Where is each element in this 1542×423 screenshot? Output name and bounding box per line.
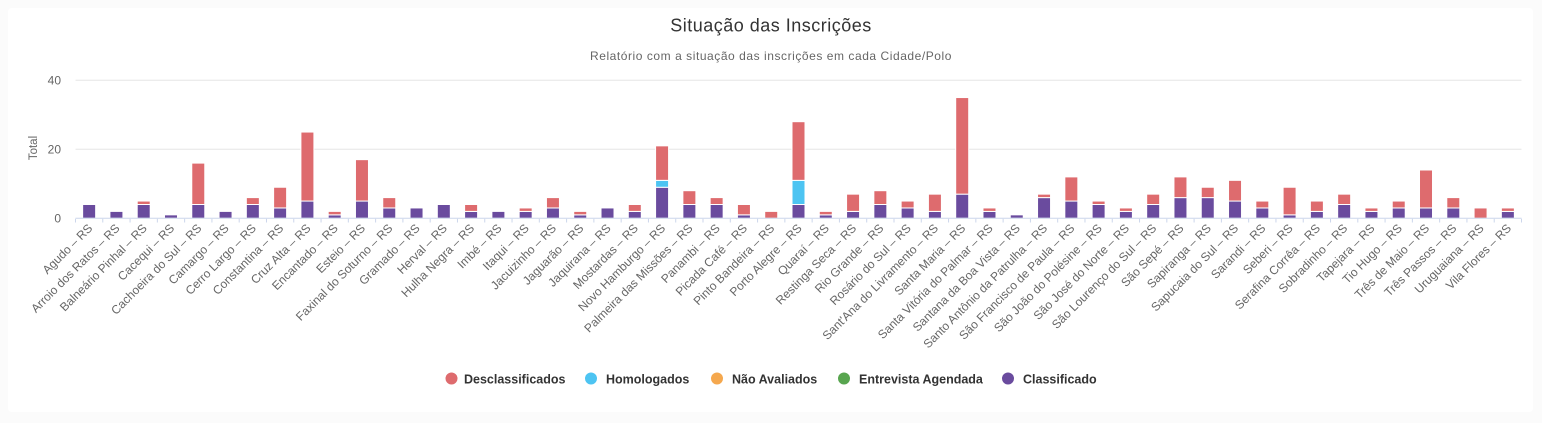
svg-text:Não Avaliados: Não Avaliados <box>732 372 817 386</box>
svg-text:Entrevista Agendada: Entrevista Agendada <box>859 372 984 386</box>
svg-text:Desclassificados: Desclassificados <box>464 372 565 386</box>
svg-text:Homologados: Homologados <box>606 372 689 386</box>
svg-text:20: 20 <box>48 143 62 157</box>
svg-text:Situação das Inscrições: Situação das Inscrições <box>670 16 872 36</box>
svg-text:0: 0 <box>54 212 61 226</box>
svg-text:Classificado: Classificado <box>1023 372 1097 386</box>
svg-text:Relatório com a situação das i: Relatório com a situação das inscrições … <box>590 49 952 63</box>
svg-text:40: 40 <box>48 74 62 88</box>
svg-text:Total: Total <box>28 136 40 160</box>
